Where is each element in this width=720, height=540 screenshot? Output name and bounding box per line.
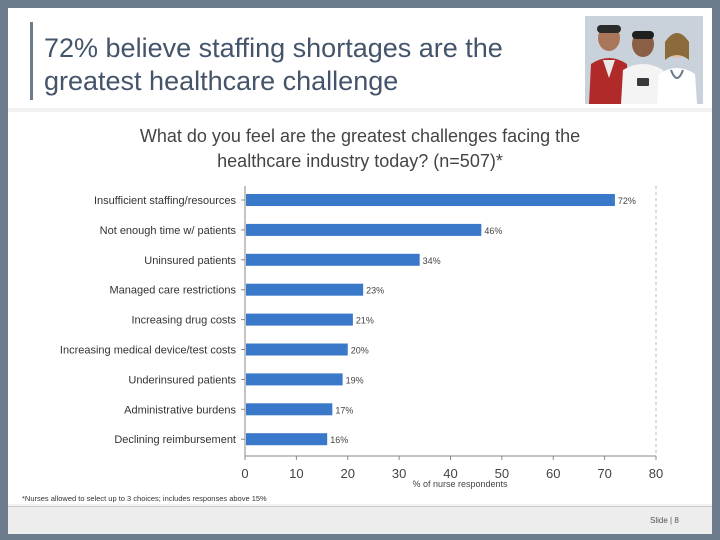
data-label: 19% [346, 375, 364, 385]
footer-divider [8, 506, 712, 507]
bar [246, 343, 348, 356]
x-tick-label: 40 [443, 466, 457, 481]
bar [246, 403, 333, 416]
category-label: Not enough time w/ patients [100, 225, 237, 237]
title-accent-bar [30, 22, 33, 100]
bar [246, 313, 353, 326]
chart-question-line-1: What do you feel are the greatest challe… [139, 126, 581, 146]
category-label: Underinsured patients [128, 374, 236, 386]
category-label: Increasing drug costs [131, 315, 236, 327]
x-tick-label: 10 [289, 466, 303, 481]
category-label: Declining reimbursement [114, 434, 236, 446]
bar [246, 253, 420, 266]
x-tick-label: 0 [241, 466, 248, 481]
frame-right [712, 0, 720, 540]
data-label: 17% [335, 405, 353, 415]
category-label: Uninsured patients [144, 255, 236, 267]
frame-bottom [0, 534, 720, 540]
category-label: Insufficient staffing/resources [94, 195, 237, 207]
category-label: Managed care restrictions [109, 285, 236, 297]
bar [246, 283, 364, 296]
data-label: 20% [351, 346, 369, 356]
chart-question: What do you feel are the greatest challe… [100, 124, 620, 174]
x-tick-label: 70 [597, 466, 611, 481]
chart-question-line-2: healthcare industry today? (n=507)* [217, 151, 503, 171]
x-tick-label: 60 [546, 466, 560, 481]
x-tick-label: 50 [495, 466, 509, 481]
x-tick-label: 20 [341, 466, 355, 481]
data-label: 72% [618, 196, 636, 206]
doctors-photo-illustration [585, 16, 703, 104]
footer-bar [8, 506, 712, 534]
category-label: Increasing medical device/test costs [60, 345, 237, 357]
data-label: 21% [356, 316, 374, 326]
data-label: 16% [330, 435, 348, 445]
x-tick-label: 80 [649, 466, 663, 481]
bar [246, 433, 328, 446]
data-label: 34% [423, 256, 441, 266]
content-panel [8, 112, 712, 504]
bar [246, 223, 482, 236]
slide-number: Slide | 8 [650, 516, 679, 525]
data-label: 23% [366, 286, 384, 296]
slide-title: 72% believe staffing shortages are the g… [44, 33, 503, 96]
bar [246, 194, 615, 206]
frame-left [0, 0, 8, 540]
bar [246, 373, 343, 386]
x-axis-label: % of nurse respondents [412, 479, 508, 489]
x-tick-label: 30 [392, 466, 406, 481]
doctors-photo [585, 16, 703, 104]
frame-top [0, 0, 720, 8]
data-label: 46% [484, 226, 502, 236]
footnote: *Nurses allowed to select up to 3 choice… [22, 494, 267, 503]
category-label: Administrative burdens [124, 404, 236, 416]
